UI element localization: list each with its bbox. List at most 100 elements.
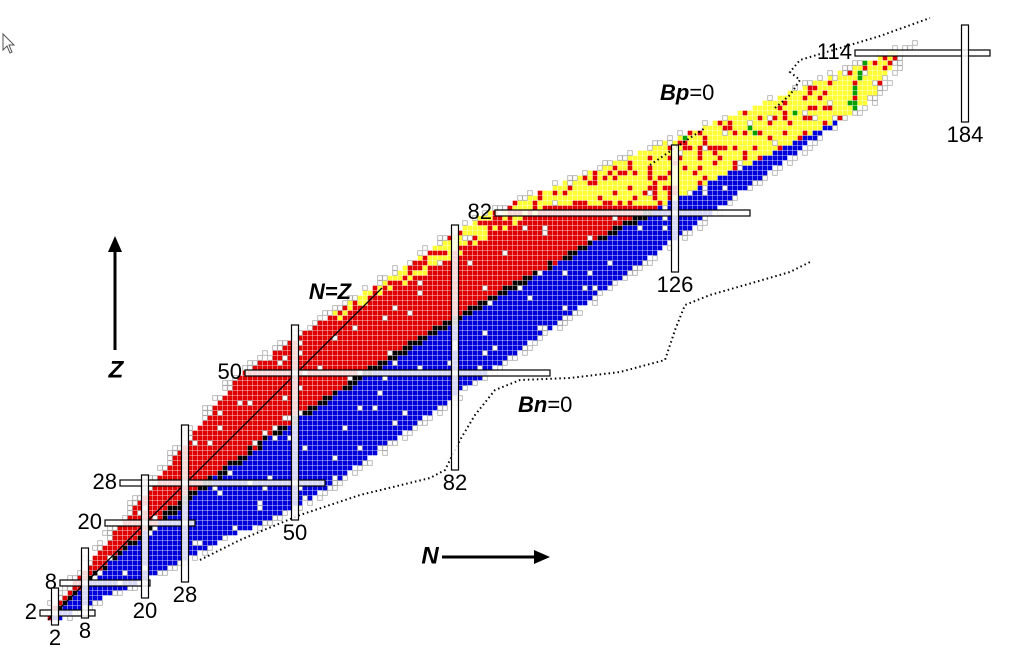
nuclide-cell: [762, 160, 768, 166]
nuclide-cell: [792, 125, 798, 131]
nuclide-cell: [187, 470, 193, 476]
nuclide-cell: [92, 545, 98, 551]
nuclide-cell: [522, 270, 528, 276]
nuclide-cell: [677, 195, 683, 201]
nuclide-cell: [637, 170, 643, 176]
nuclide-cell: [657, 180, 663, 186]
nuclide-cell: [267, 355, 273, 361]
nuclide-cell: [172, 460, 178, 466]
nuclide-cell: [837, 95, 843, 101]
nuclide-cell: [272, 425, 278, 431]
nuclide-cell: [192, 550, 198, 556]
nuclide-cell: [487, 210, 493, 216]
nuclide-cell: [742, 125, 748, 131]
nuclide-cell: [172, 500, 178, 506]
nuclide-cell: [227, 530, 233, 536]
nuclide-cell: [877, 70, 883, 76]
nuclide-cell: [827, 110, 833, 116]
nuclide-cell: [212, 410, 218, 416]
nuclide-cell: [352, 460, 358, 466]
nuclide-cell: [832, 75, 838, 81]
nuclide-cell: [322, 310, 328, 316]
nuclide-cell: [447, 330, 453, 336]
nuclide-cell: [332, 400, 338, 406]
nuclide-cell: [242, 380, 248, 386]
nuclide-cell: [342, 465, 348, 471]
nuclide-cell: [632, 260, 638, 266]
nuclide-cell: [122, 555, 128, 561]
nuclide-cell: [252, 520, 258, 526]
nuclide-cell: [447, 255, 453, 261]
nuclide-cell: [427, 415, 433, 421]
nuclide-cell: [552, 275, 558, 281]
nuclide-cell: [342, 415, 348, 421]
nuclide-cell: [412, 265, 418, 271]
nuclide-cell: [602, 215, 608, 221]
nuclide-cell: [792, 105, 798, 111]
nuclide-cell: [537, 240, 543, 246]
nuclide-cell: [332, 435, 338, 441]
nuclide-cell: [377, 280, 383, 286]
nuclide-cell: [582, 215, 588, 221]
nuclide-cell: [492, 360, 498, 366]
nuclide-cell: [147, 525, 153, 531]
nuclide-cell: [212, 500, 218, 506]
nuclide-cell: [172, 445, 178, 451]
nuclide-cell: [482, 295, 488, 301]
nuclide-cell: [157, 560, 163, 566]
nuclide-cell: [112, 590, 118, 596]
nuclide-cell: [662, 235, 668, 241]
nuclide-cell: [312, 415, 318, 421]
nuclide-cell: [522, 305, 528, 311]
nuclide-cell: [587, 200, 593, 206]
nuclide-cell: [317, 435, 323, 441]
nuclide-cell: [722, 160, 728, 166]
nuclide-cell: [512, 205, 518, 211]
nuclide-cell: [467, 275, 473, 281]
nuclide-cell: [407, 340, 413, 346]
nuclide-cell: [427, 265, 433, 271]
nuclide-cell: [117, 555, 123, 561]
nuclide-cell: [332, 480, 338, 486]
nuclide-cell: [457, 290, 463, 296]
nuclide-cell: [227, 440, 233, 446]
nuclide-cell: [462, 270, 468, 276]
nuclide-cell: [427, 365, 433, 371]
nuclide-cell: [587, 170, 593, 176]
nuclide-cell: [222, 485, 228, 491]
nuclide-cell: [217, 525, 223, 531]
nuclide-cell: [227, 400, 233, 406]
nuclide-cell: [472, 320, 478, 326]
nuclide-cell: [442, 315, 448, 321]
nuclide-cell: [192, 505, 198, 511]
nuclide-cell: [72, 585, 78, 591]
nuclide-cell: [197, 485, 203, 491]
nuclide-cell: [297, 390, 303, 396]
nuclide-cell: [732, 170, 738, 176]
nuclide-cell: [522, 315, 528, 321]
nuclide-cell: [547, 290, 553, 296]
nuclide-cell: [407, 280, 413, 286]
nuclide-cell: [847, 100, 853, 106]
nuclide-cell: [392, 325, 398, 331]
nuclide-cell: [442, 300, 448, 306]
nuclide-cell: [367, 375, 373, 381]
nuclide-cell: [467, 225, 473, 231]
nuclide-cell: [832, 90, 838, 96]
nuclide-cell: [597, 235, 603, 241]
nuclide-cell: [202, 440, 208, 446]
nuclide-cell: [367, 355, 373, 361]
nuclide-cell: [632, 160, 638, 166]
nuclide-cell: [412, 350, 418, 356]
nuclide-cell: [217, 465, 223, 471]
nuclide-cell: [172, 485, 178, 491]
nuclide-cell: [237, 405, 243, 411]
nuclide-cell: [347, 415, 353, 421]
nuclide-cell: [507, 220, 513, 226]
nuclide-cell: [837, 110, 843, 116]
nuclide-cell: [517, 205, 523, 211]
nuclide-cell: [577, 225, 583, 231]
nuclide-cell: [102, 550, 108, 556]
nuclide-cell: [772, 140, 778, 146]
nuclide-cell: [587, 175, 593, 181]
